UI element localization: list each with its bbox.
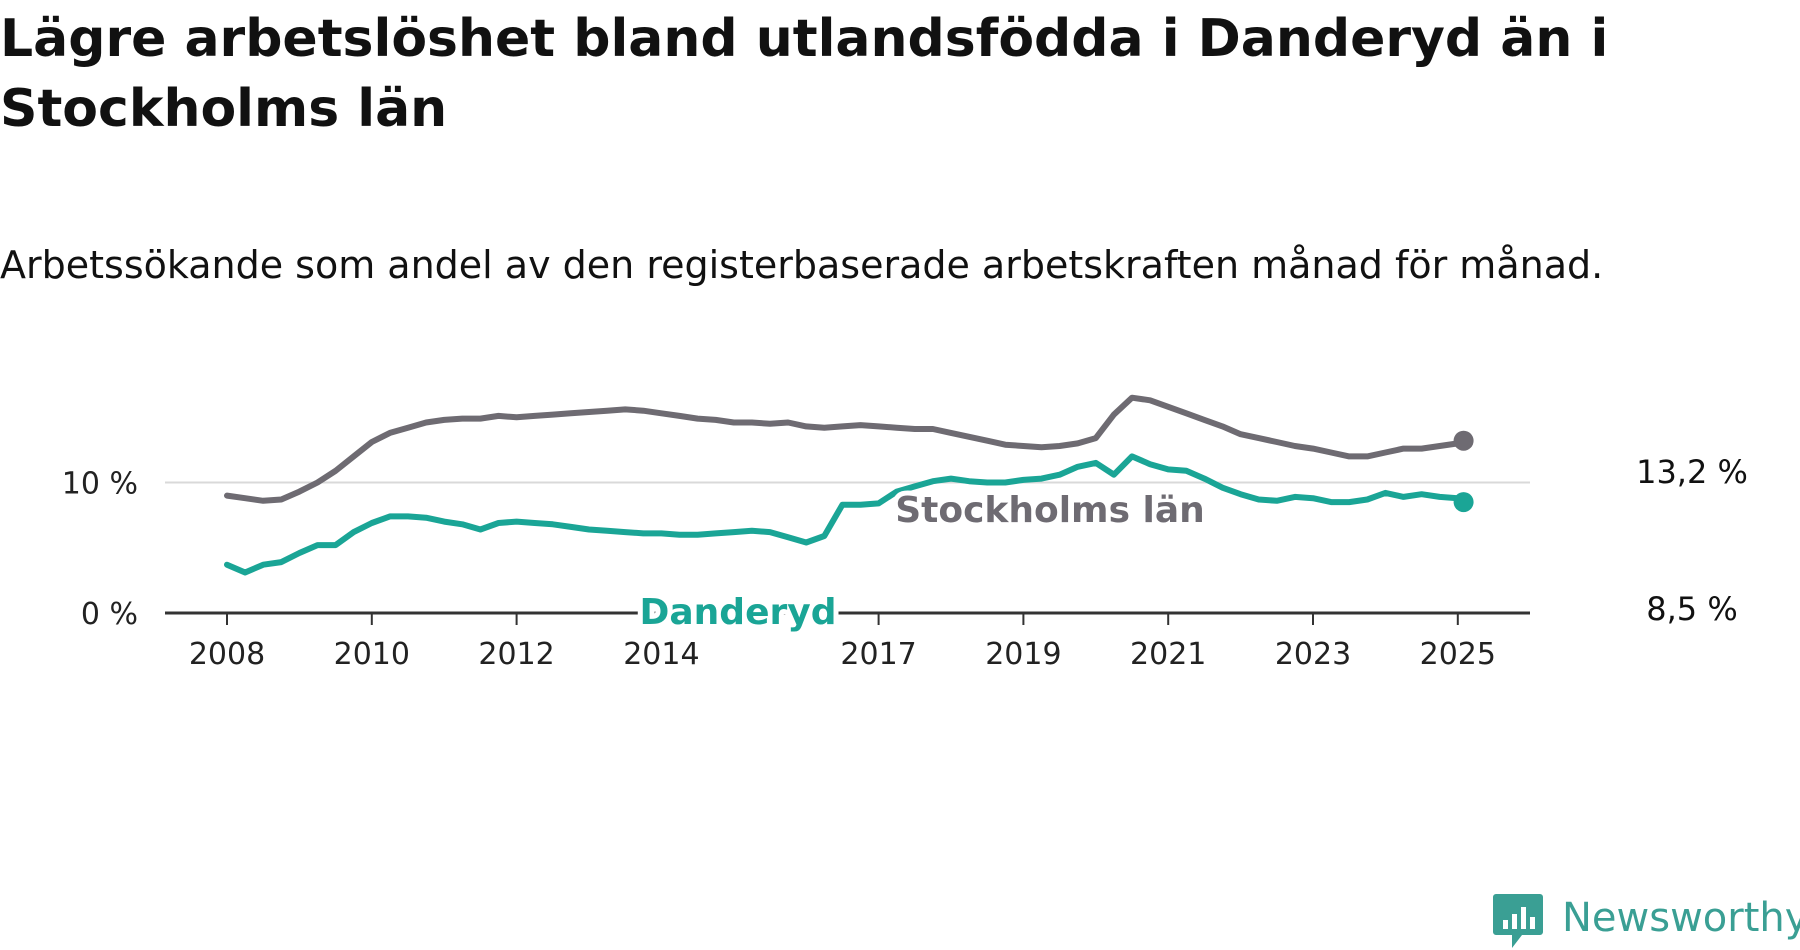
x-tick-label: 2019 (985, 637, 1061, 672)
x-tick-label: 2017 (840, 637, 916, 672)
series-line-danderyd (224, 453, 1467, 576)
x-tick-label: 2012 (478, 637, 554, 672)
newsworthy-logo-icon (1493, 894, 1543, 948)
brand-name: Newsworthy (1562, 895, 1800, 941)
x-tick-label: 2023 (1275, 637, 1351, 672)
series-line-stockholms-lan (224, 394, 1467, 504)
chart-subtitle: Arbetssökande som andel av den registerb… (0, 243, 1604, 287)
x-tick-label: 2008 (189, 637, 265, 672)
brand-logo: Newsworthy (1492, 888, 1800, 948)
x-tick-label: 2014 (623, 637, 699, 672)
x-tick-label: 2021 (1130, 637, 1206, 672)
end-value-label-danderyd: 8,5 % (1646, 590, 1737, 628)
x-tick-label: 2010 (334, 637, 410, 672)
x-tick-label: 2025 (1420, 637, 1496, 672)
series-label-danderyd: Danderyd (640, 592, 837, 633)
series-end-point (1453, 492, 1474, 513)
end-value-label-stockholms-lan: 13,2 % (1636, 453, 1748, 491)
y-tick-label: 0 % (81, 597, 138, 632)
series-end-point (1453, 430, 1474, 451)
y-tick-label: 10 % (62, 467, 138, 502)
series-label-stockholms-lan: Stockholms län (895, 490, 1205, 531)
chart-title: Lägre arbetslöshet bland utlandsfödda i … (0, 9, 1609, 139)
